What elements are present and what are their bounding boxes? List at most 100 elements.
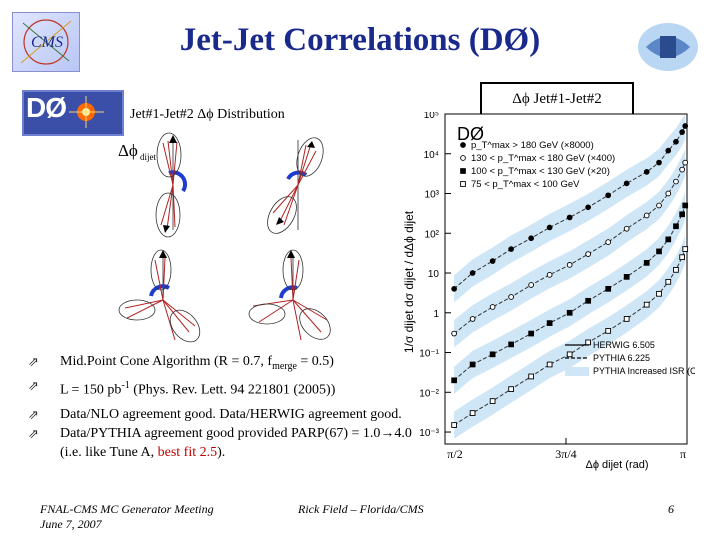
- data-point: [673, 223, 679, 230]
- diagram-label: Δϕ: [118, 141, 138, 160]
- data-point: [528, 235, 535, 242]
- dphi-chart: 1/σ dijet dσ dijet / dΔϕ dijet DØ Δϕ dij…: [402, 110, 720, 471]
- data-point: [451, 330, 457, 337]
- fermilab-logo: [632, 16, 704, 78]
- x-tick-label: π: [680, 447, 686, 461]
- data-point: [546, 271, 553, 278]
- page-number: 6: [668, 502, 674, 516]
- data-point: [643, 212, 650, 219]
- data-point: [546, 361, 553, 368]
- data-point: [528, 373, 535, 380]
- data-point: [682, 159, 689, 166]
- data-point: [656, 290, 662, 297]
- data-point: [682, 246, 689, 252]
- jet-diagrams: Δϕ dijet: [118, 130, 408, 355]
- data-point: [585, 204, 592, 211]
- plot-title: Δϕ Jet#1-Jet#2: [480, 82, 634, 116]
- data-point: [489, 351, 496, 358]
- model-line: [453, 125, 686, 290]
- data-point: [508, 294, 514, 300]
- data-point: [605, 192, 612, 199]
- jet-diagram-3: [118, 249, 201, 343]
- jet-diagram-1: [155, 132, 187, 238]
- legend-marker: [460, 155, 466, 161]
- data-point: [643, 301, 650, 308]
- data-point: [469, 270, 476, 276]
- data-point: [546, 320, 553, 326]
- data-point: [566, 262, 573, 268]
- data-point: [489, 304, 496, 310]
- data-point: [682, 202, 689, 209]
- data-point: [682, 123, 689, 129]
- data-point: [679, 211, 685, 218]
- data-point: [673, 267, 679, 273]
- legend-marker: [460, 142, 466, 148]
- bullet-2: ⇗ L = 150 pb-1 (Phys. Rev. Lett. 94 22180…: [28, 377, 336, 398]
- d0-logo: [22, 90, 124, 136]
- data-point: [665, 236, 672, 243]
- data-point: [469, 410, 476, 416]
- model-legend-label: PYTHIA 6.225: [593, 353, 650, 363]
- x-axis-label: Δϕ dijet (rad): [585, 459, 648, 471]
- data-point: [643, 169, 650, 175]
- data-point: [451, 285, 457, 292]
- jet-diagram-4: [248, 249, 331, 341]
- arrow-icon: ⇗: [28, 354, 39, 369]
- data-point: [605, 328, 612, 334]
- y-tick-label: 10²: [425, 229, 440, 240]
- data-point: [546, 224, 553, 231]
- jet-diagram-2: [267, 137, 324, 234]
- bullet-1: ⇗ Mid.Point Cone Algorithm (R = 0.7, fmer…: [28, 354, 334, 372]
- y-tick-label: 10³: [425, 190, 440, 201]
- data-point: [508, 341, 514, 348]
- data-point: [665, 278, 672, 285]
- model-legend-swatch: [565, 367, 589, 376]
- data-point: [489, 258, 496, 264]
- y-axis-label: 1/σ dijet dσ dijet / dΔϕ dijet: [402, 210, 416, 353]
- chart-container: 1/σ dijet dσ dijet / dΔϕ dijet DØ Δϕ dij…: [395, 110, 720, 482]
- model-legend-label: HERWIG 6.505: [593, 340, 655, 350]
- data-point: [585, 297, 592, 304]
- data-point: [528, 330, 535, 337]
- legend-marker: [460, 181, 466, 187]
- uncertainty-band: [454, 114, 686, 303]
- x-tick-label: π/2: [447, 447, 462, 461]
- data-point: [451, 377, 457, 384]
- data-point: [656, 248, 662, 255]
- bullet-4: ⇗ Data/PYTHIA agreement good provided PAR…: [28, 426, 412, 461]
- data-point: [673, 178, 679, 185]
- slide-title: Jet-Jet Correlations (DØ): [179, 22, 541, 58]
- data-point: [679, 129, 685, 135]
- model-line: [453, 248, 686, 426]
- data-point: [656, 159, 662, 166]
- y-tick-label: 10⁴: [424, 150, 439, 161]
- legend-label: 75 < p_T^max < 100 GeV: [471, 179, 580, 190]
- y-tick-label: 1: [433, 309, 439, 320]
- arrow-icon: ⇗: [28, 407, 39, 423]
- legend-label: 130 < p_T^max < 180 GeV (×400): [471, 153, 615, 164]
- data-point: [623, 274, 630, 280]
- data-point: [469, 361, 476, 368]
- y-tick-label: 10⁻¹: [419, 349, 439, 360]
- model-line: [453, 205, 686, 381]
- data-point: [585, 339, 592, 346]
- diagram-label-sub: dijet: [140, 152, 156, 162]
- data-point: [656, 202, 662, 209]
- bullet-3: ⇗ Data/NLO agreement good. Data/HERWIG ag…: [28, 407, 402, 423]
- data-point: [605, 285, 612, 292]
- data-point: [643, 260, 650, 266]
- data-point: [585, 251, 592, 257]
- data-point: [508, 246, 514, 252]
- legend-label: 100 < p_T^max < 130 GeV (×20): [471, 166, 610, 177]
- data-point: [566, 214, 573, 221]
- data-point: [623, 316, 630, 322]
- chart-title: DØ: [457, 124, 484, 144]
- data-point: [566, 309, 573, 316]
- y-tick-label: 10: [428, 269, 440, 280]
- cms-logo: CMS: [12, 12, 80, 72]
- data-point: [623, 225, 630, 232]
- arrow-icon: ⇗: [28, 377, 39, 393]
- footer-author: Rick Field – Florida/CMS: [298, 502, 424, 516]
- data-point: [665, 147, 672, 154]
- model-legend-label: PYTHIA Increased ISR (CTEQ6L): [593, 366, 695, 376]
